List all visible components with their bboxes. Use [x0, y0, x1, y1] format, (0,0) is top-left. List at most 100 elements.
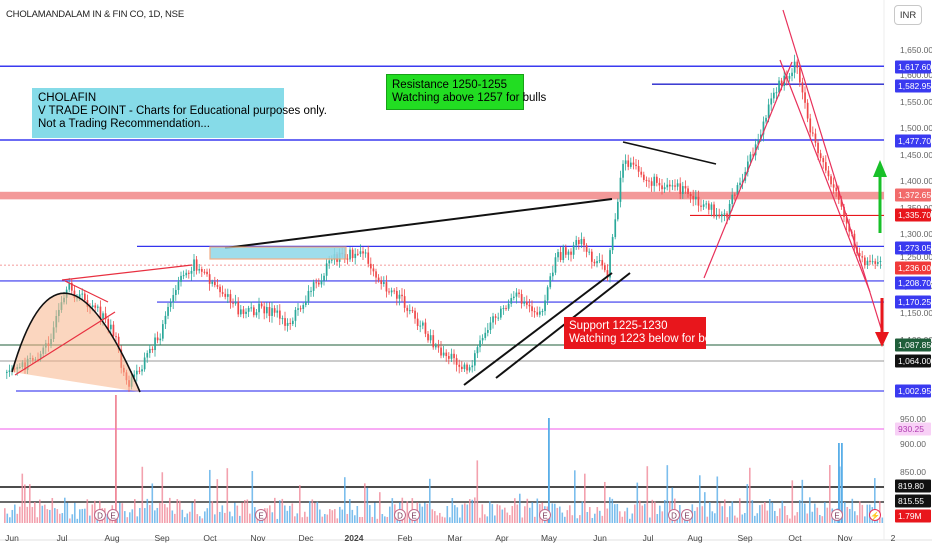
- candle: [117, 336, 120, 350]
- volume-bar: [606, 508, 609, 523]
- volume-bar: [664, 499, 666, 523]
- volume-bar: [361, 517, 364, 523]
- candle: [390, 290, 393, 293]
- price-tick-label: 1,150.00: [900, 308, 932, 318]
- volume-bar: [486, 516, 489, 523]
- candle: [611, 237, 614, 251]
- candle: [136, 370, 138, 375]
- candle: [481, 337, 484, 341]
- price-tick-label: 1,350.00: [900, 203, 932, 213]
- candle: [71, 282, 73, 291]
- candle: [832, 184, 835, 188]
- time-tick-label: 2: [891, 533, 896, 543]
- volume-bar: [271, 512, 274, 523]
- volume-bar: [551, 503, 554, 523]
- currency-selector[interactable]: INR: [894, 5, 922, 25]
- candle: [201, 269, 203, 272]
- candle: [388, 291, 390, 293]
- candle: [396, 290, 398, 299]
- event-marker-letter: E: [542, 512, 547, 521]
- candle: [258, 303, 260, 313]
- candle: [723, 213, 726, 215]
- time-tick-label: Oct: [788, 533, 802, 543]
- time-tick-label: Nov: [250, 533, 266, 543]
- candle: [104, 313, 107, 320]
- candle: [557, 252, 559, 258]
- volume-bar: [166, 507, 169, 523]
- price-tick-label: 1,250.00: [900, 252, 932, 262]
- volume-bar: [774, 510, 776, 523]
- volume-bar: [124, 511, 126, 523]
- volume-bar: [324, 514, 326, 523]
- candle: [240, 309, 242, 315]
- volume-bar: [429, 478, 431, 523]
- support-note-line: Support 1225-1230: [569, 320, 668, 332]
- volume-bar: [559, 506, 561, 523]
- candle: [702, 204, 705, 207]
- candle: [370, 263, 372, 269]
- volume-bar: [496, 504, 499, 523]
- volume-bar: [751, 500, 754, 523]
- volume-bar: [194, 499, 196, 523]
- candle: [247, 307, 250, 312]
- candle: [143, 357, 146, 370]
- candle: [146, 353, 149, 358]
- volume-bar: [229, 511, 231, 523]
- candle: [224, 293, 227, 297]
- volume-bar: [466, 504, 469, 523]
- volume-bar: [56, 509, 59, 523]
- candle: [442, 352, 445, 356]
- candle: [533, 311, 536, 313]
- volume-bar: [636, 482, 639, 523]
- volume-bar: [706, 516, 709, 523]
- candle: [552, 272, 554, 277]
- candle: [814, 133, 817, 143]
- volume-bar: [319, 509, 321, 523]
- candle: [94, 305, 97, 308]
- volume-bar: [631, 513, 634, 523]
- volume-bar: [626, 507, 629, 523]
- time-tick-label: Mar: [448, 533, 463, 543]
- support-note-line: Watching 1223 below for bears: [569, 333, 728, 345]
- volume-bar: [131, 509, 134, 523]
- volume-bar: [11, 509, 14, 523]
- time-tick-label: Feb: [398, 533, 413, 543]
- candle: [227, 294, 229, 297]
- volume-bar: [404, 515, 406, 523]
- volume-bar: [306, 516, 309, 523]
- volume-bar: [49, 509, 51, 523]
- volume-bar: [21, 473, 24, 523]
- candle: [281, 318, 284, 320]
- candle: [663, 187, 666, 190]
- candle: [242, 309, 245, 314]
- volume-bar: [86, 499, 89, 523]
- volume-bar: [424, 502, 426, 523]
- price-tag-box: [895, 276, 931, 290]
- volume-bar: [284, 505, 286, 523]
- candle: [81, 293, 84, 295]
- candle: [666, 184, 669, 188]
- price-tag-box: [895, 79, 931, 93]
- volume-bar: [406, 501, 409, 523]
- volume-bar: [231, 516, 234, 523]
- candle: [773, 92, 775, 99]
- candle: [864, 257, 866, 266]
- volume-bar: [156, 507, 159, 523]
- volume-bar: [384, 516, 386, 523]
- candle: [554, 257, 557, 273]
- candle: [325, 263, 328, 276]
- volume-bar: [724, 499, 726, 523]
- candle: [398, 294, 401, 299]
- volume-bar: [516, 504, 519, 523]
- volume-bar: [701, 506, 704, 523]
- candle: [515, 292, 518, 297]
- candle: [523, 301, 526, 304]
- volume-bar: [374, 502, 376, 523]
- event-marker-circle: [831, 509, 843, 521]
- candle: [357, 253, 359, 255]
- volume-bar: [339, 506, 341, 523]
- candle: [263, 306, 266, 314]
- price-tag-label: 1,335.70: [898, 210, 931, 220]
- price-tick-label: 850.00: [900, 467, 926, 477]
